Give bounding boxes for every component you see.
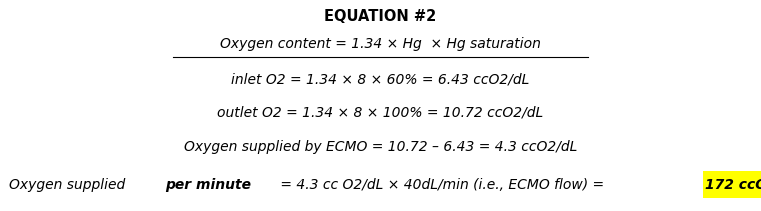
Text: = 4.3 cc O2/dL × 40dL/min (i.e., ECMO flow) =: = 4.3 cc O2/dL × 40dL/min (i.e., ECMO fl… — [275, 178, 608, 192]
Text: inlet O2 = 1.34 × 8 × 60% = 6.43 ccO2/dL: inlet O2 = 1.34 × 8 × 60% = 6.43 ccO2/dL — [231, 72, 530, 86]
Text: Oxygen content = 1.34 × Hg  × Hg saturation: Oxygen content = 1.34 × Hg × Hg saturati… — [220, 37, 541, 51]
Text: 172 ccO2/min: 172 ccO2/min — [705, 178, 761, 192]
Text: EQUATION #2: EQUATION #2 — [324, 9, 437, 24]
FancyBboxPatch shape — [703, 171, 761, 198]
Text: per minute: per minute — [165, 178, 251, 192]
Text: Oxygen supplied: Oxygen supplied — [9, 178, 130, 192]
Text: outlet O2 = 1.34 × 8 × 100% = 10.72 ccO2/dL: outlet O2 = 1.34 × 8 × 100% = 10.72 ccO2… — [218, 106, 543, 120]
Text: Oxygen supplied by ECMO = 10.72 – 6.43 = 4.3 ccO2/dL: Oxygen supplied by ECMO = 10.72 – 6.43 =… — [184, 140, 577, 154]
